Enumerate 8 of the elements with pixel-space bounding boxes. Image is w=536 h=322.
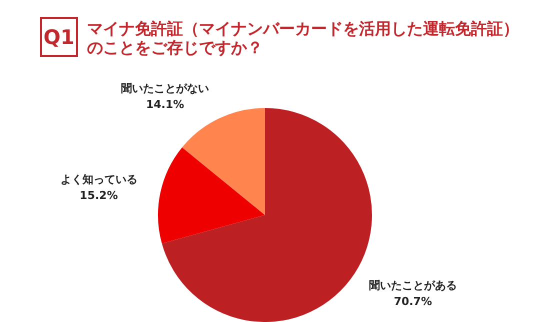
- text: Q1: [40, 17, 78, 57]
- data-label: 70.7%: [394, 294, 432, 308]
- slice-label: 聞いたことがない: [121, 82, 210, 95]
- data-label: 14.1%: [146, 98, 184, 111]
- slice-label: 聞いたことがある: [368, 278, 457, 292]
- data-label: 15.2%: [80, 188, 118, 202]
- chart-title: マイナ免許証（マイナンバーカードを活用した運転免許証）のことをご存じですか？: [87, 19, 520, 57]
- slice-label: よく知っている: [60, 172, 138, 186]
